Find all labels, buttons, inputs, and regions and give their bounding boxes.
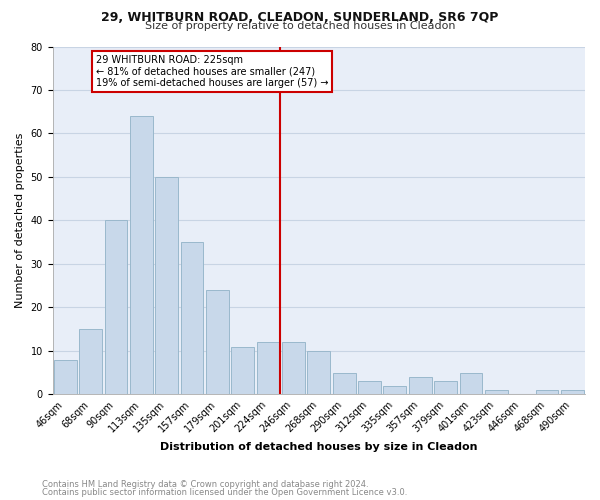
Bar [434, 382, 457, 394]
Text: Size of property relative to detached houses in Cleadon: Size of property relative to detached ho… [145, 21, 455, 31]
Bar [536, 390, 559, 394]
Text: Contains HM Land Registry data © Crown copyright and database right 2024.: Contains HM Land Registry data © Crown c… [42, 480, 368, 489]
Bar [485, 390, 508, 394]
Text: 29, WHITBURN ROAD, CLEADON, SUNDERLAND, SR6 7QP: 29, WHITBURN ROAD, CLEADON, SUNDERLAND, … [101, 11, 499, 24]
Bar [358, 382, 381, 394]
Y-axis label: Number of detached properties: Number of detached properties [15, 133, 25, 308]
Bar [307, 351, 330, 395]
Bar [282, 342, 305, 394]
Bar [155, 177, 178, 394]
Bar [383, 386, 406, 394]
Bar [460, 372, 482, 394]
Bar [104, 220, 127, 394]
Bar [181, 242, 203, 394]
Bar [257, 342, 280, 394]
Text: Contains public sector information licensed under the Open Government Licence v3: Contains public sector information licen… [42, 488, 407, 497]
Bar [561, 390, 584, 394]
Bar [54, 360, 77, 394]
Bar [232, 346, 254, 395]
Bar [130, 116, 153, 394]
Text: 29 WHITBURN ROAD: 225sqm
← 81% of detached houses are smaller (247)
19% of semi-: 29 WHITBURN ROAD: 225sqm ← 81% of detach… [96, 55, 328, 88]
Bar [409, 377, 431, 394]
Bar [333, 372, 356, 394]
X-axis label: Distribution of detached houses by size in Cleadon: Distribution of detached houses by size … [160, 442, 478, 452]
Bar [79, 329, 102, 394]
Bar [206, 290, 229, 395]
